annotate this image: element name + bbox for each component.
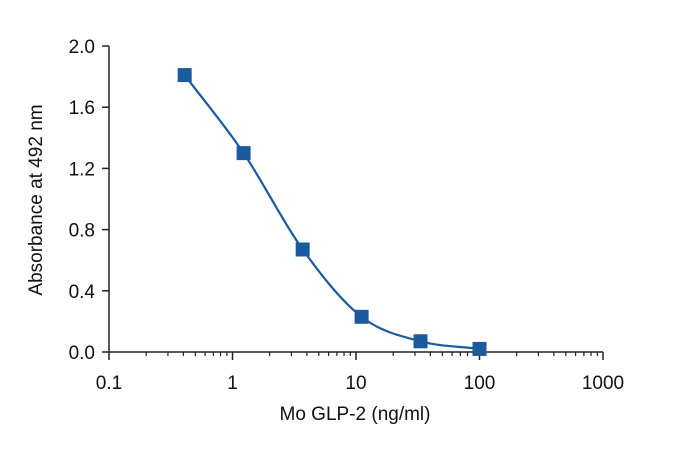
x-tick-label: 1000 [582, 373, 624, 394]
y-tick-label: 0.4 [69, 282, 96, 303]
x-axis-label: Mo GLP-2 (ng/ml) [280, 404, 431, 425]
x-tick-label: 100 [464, 373, 496, 394]
fit-curve [183, 74, 480, 351]
y-tick-label: 2.0 [69, 37, 95, 58]
data-point-4 [354, 309, 369, 324]
ticks [102, 45, 604, 360]
tick-labels: 0.0 0.4 0.8 1.2 1.6 2.0 0.1 1 10 100 1000 [69, 37, 625, 394]
y-tick-label: 1.6 [69, 98, 95, 119]
x-tick-label: 10 [345, 373, 366, 394]
axes [108, 46, 603, 353]
y-tick-label: 0.0 [69, 343, 95, 364]
fit-curve-group [183, 74, 480, 351]
data-point-2 [236, 146, 251, 161]
data-point-5 [413, 334, 428, 349]
y-tick-label: 1.2 [69, 159, 95, 180]
x-tick-label: 0.1 [96, 373, 122, 394]
data-points [177, 68, 487, 356]
y-axis-label: Absorbance at 492 nm [26, 104, 47, 295]
data-point-3 [295, 242, 310, 257]
data-point-1 [177, 68, 192, 83]
y-tick-label: 0.8 [69, 221, 95, 242]
data-point-6 [472, 341, 487, 356]
x-tick-label: 1 [227, 373, 238, 394]
